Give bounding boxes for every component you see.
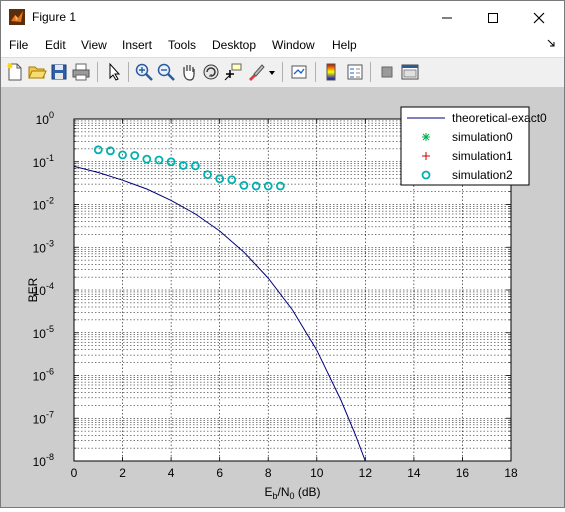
y-tick-label: 10-2 <box>33 196 54 213</box>
x-tick-labels: 0 2 4 6 8 10 12 14 16 18 <box>71 466 518 480</box>
data-point-simulation2 <box>178 161 188 170</box>
data-point-simulation2 <box>190 161 200 171</box>
data-point-simulation2 <box>93 145 103 155</box>
hide-plot-tools-icon[interactable] <box>377 62 397 82</box>
menu-insert[interactable]: Insert <box>122 38 153 52</box>
legend-marker-sample <box>422 152 430 160</box>
show-plot-tools-icon[interactable] <box>400 62 420 82</box>
y-tick-label: 10-5 <box>33 324 54 341</box>
insert-colorbar-icon[interactable] <box>321 62 341 82</box>
y-tick-label: 10-7 <box>33 409 54 426</box>
maximize-icon <box>488 12 498 23</box>
toolbar-separator <box>128 62 129 82</box>
minimize-icon <box>442 17 452 18</box>
menu-edit[interactable]: Edit <box>45 38 66 52</box>
y-tick-label: 100 <box>36 110 54 127</box>
toolbar-separator <box>315 62 316 82</box>
maximize-button[interactable] <box>470 1 516 34</box>
edit-plot-arrow-icon[interactable] <box>104 62 124 82</box>
data-point-simulation2 <box>275 181 285 191</box>
data-point-simulation2 <box>251 181 261 191</box>
menu-window[interactable]: Window <box>272 38 315 52</box>
legend-entry: simulation1 <box>452 149 513 163</box>
menu-help[interactable]: Help <box>332 38 357 52</box>
new-figure-icon[interactable] <box>5 62 25 82</box>
data-point-simulation2 <box>118 150 127 160</box>
brush-dropdown-icon[interactable] <box>268 69 276 77</box>
series-line-theoretical-exact0 <box>74 165 366 461</box>
brush-icon[interactable] <box>246 62 266 82</box>
menu-bar: File Edit View Insert Tools Desktop Wind… <box>1 35 564 56</box>
ber-plot: 0 2 4 6 8 10 12 14 16 18 10010-110-210-310-410-51… <box>26 106 547 501</box>
figure-canvas: 0 2 4 6 8 10 12 14 16 18 100 10-1 10-2 10-3 10-4 10-5 1… <box>1 87 564 507</box>
y-tick-label: 10-3 <box>33 238 54 255</box>
data-point-simulation2 <box>239 180 249 190</box>
menu-tools[interactable]: Tools <box>168 38 197 52</box>
x-tick-label: 16 <box>456 466 470 480</box>
legend[interactable]: theoretical-exact0 simulation0 simulation1… <box>400 106 547 186</box>
window-title: Figure 1 <box>32 10 77 24</box>
close-icon <box>533 12 545 23</box>
legend-marker-sample <box>421 170 431 180</box>
data-point-simulation2 <box>215 174 225 184</box>
grid-lines <box>74 119 511 461</box>
x-tick-label: 10 <box>310 466 324 480</box>
legend-entry: theoretical-exact0 <box>452 111 547 125</box>
matlab-icon <box>9 9 25 25</box>
data-cursor-icon[interactable] <box>223 62 243 82</box>
x-tick-label: 6 <box>216 466 223 480</box>
menu-file[interactable]: File <box>9 38 29 52</box>
figure-toolbar <box>1 57 564 88</box>
toolbar-separator <box>97 62 98 82</box>
x-tick-label: 8 <box>265 466 272 480</box>
legend-marker-sample <box>422 133 430 141</box>
data-point-simulation2 <box>263 181 273 191</box>
dock-arrow-icon[interactable] <box>546 38 556 48</box>
minimize-button[interactable] <box>424 1 470 34</box>
title-bar: Figure 1 <box>1 1 564 34</box>
rotate-3d-icon[interactable] <box>201 62 221 82</box>
menu-view[interactable]: View <box>81 38 107 52</box>
zoom-in-icon[interactable] <box>134 62 154 82</box>
menu-desktop[interactable]: Desktop <box>212 38 257 52</box>
y-axis-label: BER <box>26 277 40 302</box>
y-tick-label: 10-1 <box>33 153 54 170</box>
plot-series <box>74 145 366 461</box>
y-tick-label: 10-4 <box>33 281 54 298</box>
data-point-simulation2 <box>106 146 115 156</box>
toolbar-separator <box>370 62 371 82</box>
data-point-simulation2 <box>203 170 212 180</box>
y-tick-label: 10-6 <box>33 367 54 384</box>
open-file-icon[interactable] <box>27 62 47 82</box>
x-tick-label: 4 <box>168 466 175 480</box>
x-tick-label: 2 <box>119 466 126 480</box>
data-point-simulation2 <box>130 151 140 160</box>
legend-entry: simulation2 <box>452 168 513 182</box>
legend-entry: simulation0 <box>452 130 513 144</box>
data-point-simulation2 <box>154 155 164 165</box>
y-tick-labels: 100 10-1 10-2 10-3 10-4 10-5 10-6 10-7 10-8 <box>33 110 54 469</box>
print-icon[interactable] <box>71 62 91 82</box>
pan-hand-icon[interactable] <box>179 62 199 82</box>
data-point-simulation2 <box>142 154 152 164</box>
x-tick-label: 12 <box>359 466 373 480</box>
x-axis-label: Eb/N0 (dB) <box>264 485 320 501</box>
insert-legend-icon[interactable] <box>345 62 365 82</box>
legend-box <box>400 106 530 186</box>
toolbar-separator <box>282 62 283 82</box>
x-tick-label: 18 <box>504 466 518 480</box>
x-tick-label: 14 <box>407 466 421 480</box>
link-plot-icon[interactable] <box>289 62 309 82</box>
data-point-simulation2 <box>227 175 237 185</box>
data-point-simulation2 <box>166 157 176 167</box>
save-icon[interactable] <box>49 62 69 82</box>
x-tick-label: 0 <box>71 466 78 480</box>
close-button[interactable] <box>516 1 562 34</box>
y-tick-label: 10-8 <box>33 452 54 469</box>
zoom-out-icon[interactable] <box>156 62 176 82</box>
